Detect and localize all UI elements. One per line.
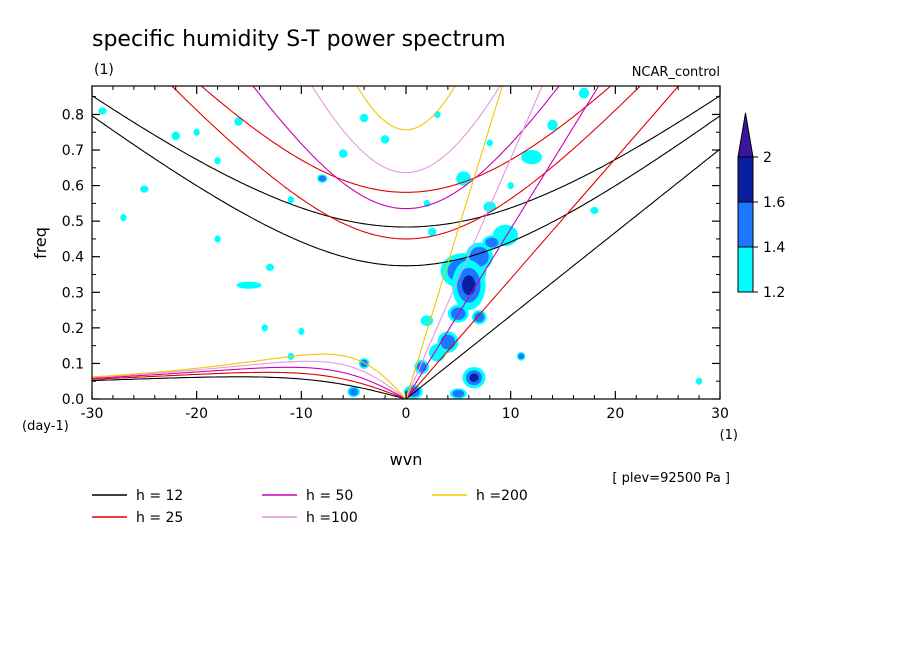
x-tick-label: 20 xyxy=(606,406,624,422)
contour-fill xyxy=(349,388,359,396)
colorbar-label: 2 xyxy=(763,150,772,166)
contour-fill xyxy=(120,214,127,222)
contour-fill xyxy=(339,149,348,158)
legend-label: h =100 xyxy=(306,510,358,526)
legend-label: h = 25 xyxy=(136,510,183,526)
dispersion-curve xyxy=(405,148,720,399)
dispersion-curve xyxy=(200,86,612,193)
contour-fill xyxy=(590,206,599,215)
plot-frame xyxy=(91,85,721,400)
contour-fill xyxy=(236,281,262,289)
y-axis-label: freq xyxy=(31,227,50,259)
dispersion-curve xyxy=(92,115,720,267)
x-tick-label: -10 xyxy=(290,406,313,422)
x-axis-label: wvn xyxy=(390,450,423,469)
y-tick-label: 0.2 xyxy=(62,321,84,337)
contour-fill xyxy=(234,117,243,126)
dispersion-curve xyxy=(92,95,720,228)
contour-fill xyxy=(462,275,476,296)
contour-fill xyxy=(486,139,493,147)
x-tick-label: -30 xyxy=(81,406,104,422)
dispersion-curve xyxy=(405,86,600,399)
contour-fill xyxy=(298,327,305,335)
y-tick-label: 0.6 xyxy=(62,179,84,195)
contour-fill xyxy=(420,315,434,327)
contour-fill xyxy=(318,175,326,182)
contour-fill xyxy=(214,235,221,243)
dispersion-curves xyxy=(92,86,720,399)
contour-fill xyxy=(440,334,456,350)
contour-fill xyxy=(359,113,369,123)
run-label: NCAR_control xyxy=(632,65,720,80)
y-axis: 0.0 0.1 0.2 0.3 0.4 0.5 0.6 0.7 0.8 xyxy=(62,96,720,408)
dispersion-curve xyxy=(356,86,456,131)
dispersion-curve xyxy=(92,371,407,399)
colorbar-segment xyxy=(737,246,754,293)
contour-fill xyxy=(261,324,268,332)
colorbar-arrow xyxy=(737,112,754,158)
dispersion-curve xyxy=(171,86,641,240)
y-tick-label: 0.5 xyxy=(62,214,84,230)
x-units-label: (1) xyxy=(720,428,738,443)
pressure-level-note: [ plev=92500 Pa ] xyxy=(612,471,730,486)
x-tick-label: 10 xyxy=(502,406,520,422)
colorbar-segment xyxy=(737,201,754,248)
contour-fill xyxy=(474,312,485,323)
colorbar-segment xyxy=(737,156,754,203)
colorbar-label: 1.2 xyxy=(763,285,785,301)
y-units-label: (day-1) xyxy=(22,419,69,434)
contour-fill xyxy=(98,107,107,115)
y-tick-label: 0.0 xyxy=(62,392,84,408)
legend-label: h =200 xyxy=(476,488,528,504)
dispersion-curve xyxy=(311,86,501,174)
contour-fill xyxy=(485,237,499,248)
colorbar-label: 1.6 xyxy=(763,195,785,211)
dispersion-curve xyxy=(405,86,503,399)
x-axis: -30 -20 -10 0 10 20 30 xyxy=(81,86,729,422)
contour-fill xyxy=(171,131,180,141)
contour-fill xyxy=(521,150,543,165)
contour-fill xyxy=(380,135,390,144)
colorbar: 1.2 1.4 1.6 2 xyxy=(737,112,785,301)
x-tick-label: -20 xyxy=(185,406,208,422)
chart-title: specific humidity S-T power spectrum xyxy=(92,27,506,52)
contour-fill xyxy=(578,87,590,99)
y-tick-label: 0.8 xyxy=(62,107,84,123)
contour-fills xyxy=(98,87,703,399)
dispersion-curve xyxy=(92,366,407,399)
legend: h = 12 h = 25 h = 50 h =100 h =200 xyxy=(92,488,528,526)
dispersion-curve xyxy=(252,86,560,210)
x-tick-label: 30 xyxy=(711,406,729,422)
contour-fill xyxy=(695,377,703,385)
contour-fill xyxy=(140,185,149,193)
contour-fill xyxy=(434,110,441,119)
y-tick-label: 0.4 xyxy=(62,250,84,266)
contour-fill xyxy=(193,128,200,136)
y-tick-label: 0.3 xyxy=(62,285,84,301)
dispersion-curve xyxy=(92,353,407,399)
dispersion-curve xyxy=(405,86,543,399)
units-label: (1) xyxy=(94,62,114,78)
colorbar-label: 1.4 xyxy=(763,240,785,256)
contour-fill xyxy=(427,227,437,237)
contour-fill xyxy=(547,119,558,131)
y-tick-label: 0.1 xyxy=(62,356,84,372)
x-tick-label: 0 xyxy=(402,406,411,422)
contour-fill xyxy=(507,182,514,190)
dispersion-curve xyxy=(405,86,680,399)
contour-fill xyxy=(469,373,479,382)
contour-fill xyxy=(214,157,221,165)
contour-fill xyxy=(265,263,275,271)
y-tick-label: 0.7 xyxy=(62,143,84,159)
legend-label: h = 50 xyxy=(306,488,353,504)
contour-fill xyxy=(456,171,471,186)
dispersion-curve xyxy=(92,360,407,399)
contour-fill xyxy=(452,389,465,398)
contour-fill xyxy=(518,353,525,360)
contour-fill xyxy=(287,196,295,204)
dispersion-curve xyxy=(92,376,407,399)
legend-label: h = 12 xyxy=(136,488,183,504)
